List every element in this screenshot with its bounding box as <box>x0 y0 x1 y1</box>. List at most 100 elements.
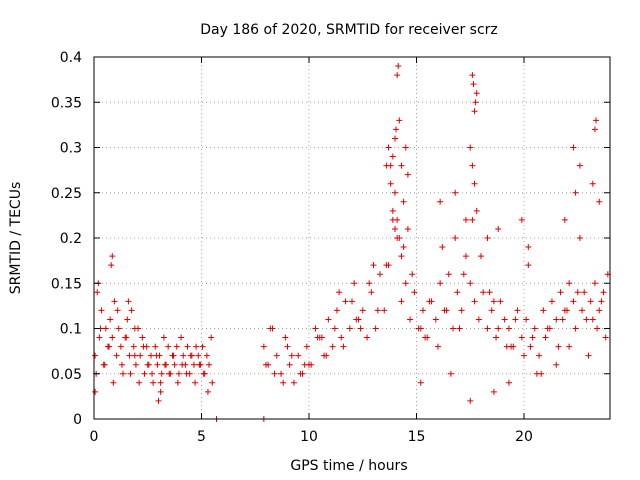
data-point <box>385 144 392 151</box>
data-point <box>523 316 530 323</box>
data-point <box>594 325 601 332</box>
data-point <box>192 379 199 386</box>
data-point <box>109 253 116 260</box>
data-point <box>126 352 133 359</box>
data-point <box>92 352 99 359</box>
data-point <box>462 216 469 223</box>
data-point <box>572 325 579 332</box>
data-point <box>118 361 125 368</box>
data-point <box>115 325 122 332</box>
data-point <box>443 307 450 314</box>
data-point <box>117 343 124 350</box>
data-point <box>200 370 207 377</box>
data-point <box>370 262 377 269</box>
data-point <box>521 352 527 359</box>
data-point <box>209 379 216 386</box>
data-point <box>508 343 515 350</box>
data-point <box>400 198 407 205</box>
data-point <box>447 370 454 377</box>
data-point <box>566 343 573 350</box>
data-point <box>303 343 310 350</box>
data-point <box>282 334 289 341</box>
data-point <box>92 388 99 395</box>
data-point <box>462 253 469 260</box>
data-point <box>469 72 476 79</box>
data-point <box>598 298 605 305</box>
data-point <box>596 198 603 205</box>
data-point <box>398 162 405 169</box>
data-point <box>389 153 396 160</box>
data-point <box>141 370 148 377</box>
data-point <box>392 135 398 142</box>
data-point <box>130 343 137 350</box>
data-point <box>480 289 487 296</box>
y-tick-label: 0.2 <box>60 231 82 247</box>
data-point <box>589 316 596 323</box>
data-point <box>184 343 191 350</box>
data-point <box>331 325 338 332</box>
x-tick-label: 5 <box>197 429 206 445</box>
data-point <box>290 379 297 386</box>
data-point <box>387 180 394 187</box>
data-point <box>173 343 180 350</box>
data-point <box>548 298 555 305</box>
data-point <box>396 235 403 241</box>
data-point <box>98 307 105 314</box>
data-point <box>108 262 115 269</box>
x-tick-label: 15 <box>408 429 426 445</box>
data-point <box>187 352 194 359</box>
plot-frame <box>93 56 611 420</box>
data-point <box>536 352 543 359</box>
data-point <box>381 307 388 314</box>
x-tick-label: 20 <box>515 429 533 445</box>
data-point <box>120 370 127 377</box>
data-point <box>484 235 491 241</box>
data-point <box>124 316 131 323</box>
grid-lines <box>94 57 610 419</box>
data-point <box>456 325 463 332</box>
data-point <box>353 316 360 323</box>
data-point <box>374 307 381 314</box>
data-point <box>114 307 121 314</box>
data-point <box>195 352 202 359</box>
data-point <box>570 298 577 305</box>
data-point <box>155 397 162 404</box>
data-point <box>372 325 379 332</box>
data-point <box>157 379 164 386</box>
data-point <box>368 289 375 296</box>
data-point <box>471 298 478 305</box>
data-point <box>396 117 403 124</box>
data-point <box>490 388 497 395</box>
data-point <box>452 235 459 241</box>
data-point <box>529 334 536 341</box>
data-point <box>553 316 560 323</box>
data-point <box>383 162 390 169</box>
data-point <box>288 352 295 359</box>
data-point <box>158 370 165 377</box>
data-point <box>458 307 465 314</box>
data-point <box>136 379 143 386</box>
data-point <box>472 99 479 106</box>
data-point <box>340 343 347 350</box>
data-point <box>467 280 474 287</box>
data-points <box>92 63 611 422</box>
data-point <box>600 289 607 296</box>
x-axis-label: GPS time / hours <box>290 458 407 474</box>
data-point <box>342 298 349 305</box>
data-point <box>280 379 287 386</box>
data-point <box>260 343 267 350</box>
data-point <box>417 379 424 386</box>
data-point <box>392 189 398 196</box>
data-point <box>589 180 596 187</box>
data-point <box>566 280 573 287</box>
data-point <box>153 352 160 359</box>
data-point <box>583 316 590 323</box>
data-point <box>409 271 416 278</box>
data-point <box>495 325 502 332</box>
data-point <box>581 289 588 296</box>
data-point <box>419 307 426 314</box>
data-point <box>576 235 583 241</box>
data-point <box>301 361 308 368</box>
data-point <box>160 334 167 341</box>
data-point <box>208 334 215 341</box>
